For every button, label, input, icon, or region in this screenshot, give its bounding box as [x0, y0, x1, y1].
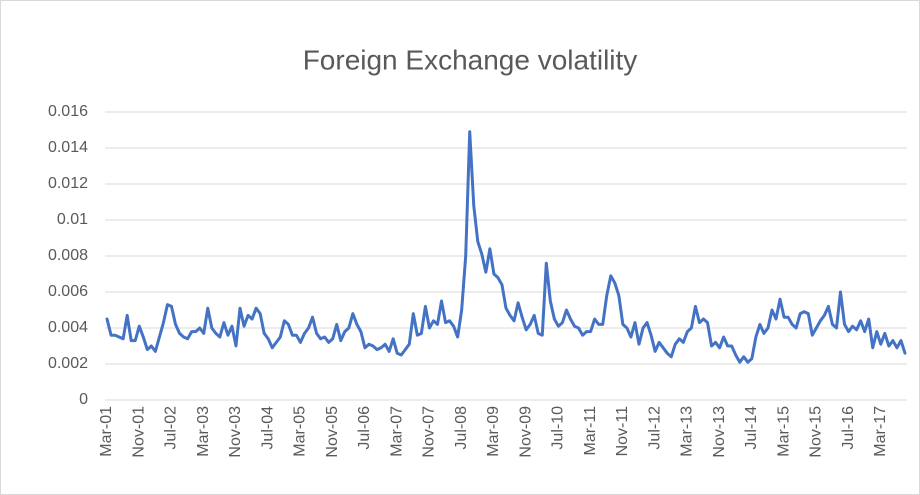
x-tick-label: Nov-01	[130, 406, 147, 458]
x-tick-label: Nov-15	[808, 406, 825, 458]
x-tick-label: Mar-05	[292, 406, 309, 457]
x-tick-label: Nov-05	[324, 406, 341, 458]
x-tick-label: Mar-09	[485, 406, 502, 457]
y-tick-label: 0.004	[48, 319, 88, 336]
x-tick-label: Mar-17	[872, 406, 889, 457]
x-tick-label: Mar-03	[195, 406, 212, 457]
x-tick-label: Mar-13	[679, 406, 696, 457]
x-tick-label: Jul-08	[453, 406, 470, 450]
x-tick-label: Jul-04	[259, 406, 276, 450]
x-tick-label: Mar-15	[775, 406, 792, 457]
y-tick-label: 0.006	[48, 283, 88, 300]
y-tick-label: 0.016	[48, 103, 88, 120]
line-series	[105, 130, 907, 364]
x-tick-label: Nov-07	[421, 406, 438, 458]
y-tick-label: 0.01	[57, 211, 88, 228]
x-tick-label: Jul-12	[646, 406, 663, 450]
x-tick-label: Mar-07	[388, 406, 405, 457]
x-tick-label: Nov-13	[711, 406, 728, 458]
x-tick-label: Nov-11	[614, 406, 631, 456]
x-tick-label: Jul-14	[743, 406, 760, 450]
chart-title: Foreign Exchange volatility	[303, 44, 638, 75]
x-tick-label: Jul-16	[840, 406, 857, 450]
x-tick-label: Jul-06	[356, 406, 373, 450]
x-tick-label: Mar-11	[582, 406, 599, 456]
y-tick-label: 0.014	[48, 139, 88, 156]
y-tick-label: 0.012	[48, 175, 88, 192]
y-tick-label: 0.002	[48, 355, 88, 372]
x-tick-label: Nov-03	[227, 406, 244, 458]
y-tick-label: 0.008	[48, 247, 88, 264]
x-tick-label: Nov-09	[517, 406, 534, 458]
x-tick-label: Jul-02	[163, 406, 180, 450]
x-tick-label: Mar-01	[98, 406, 115, 457]
x-tick-label: Jul-10	[550, 406, 567, 450]
y-tick-label: 0	[79, 391, 88, 408]
